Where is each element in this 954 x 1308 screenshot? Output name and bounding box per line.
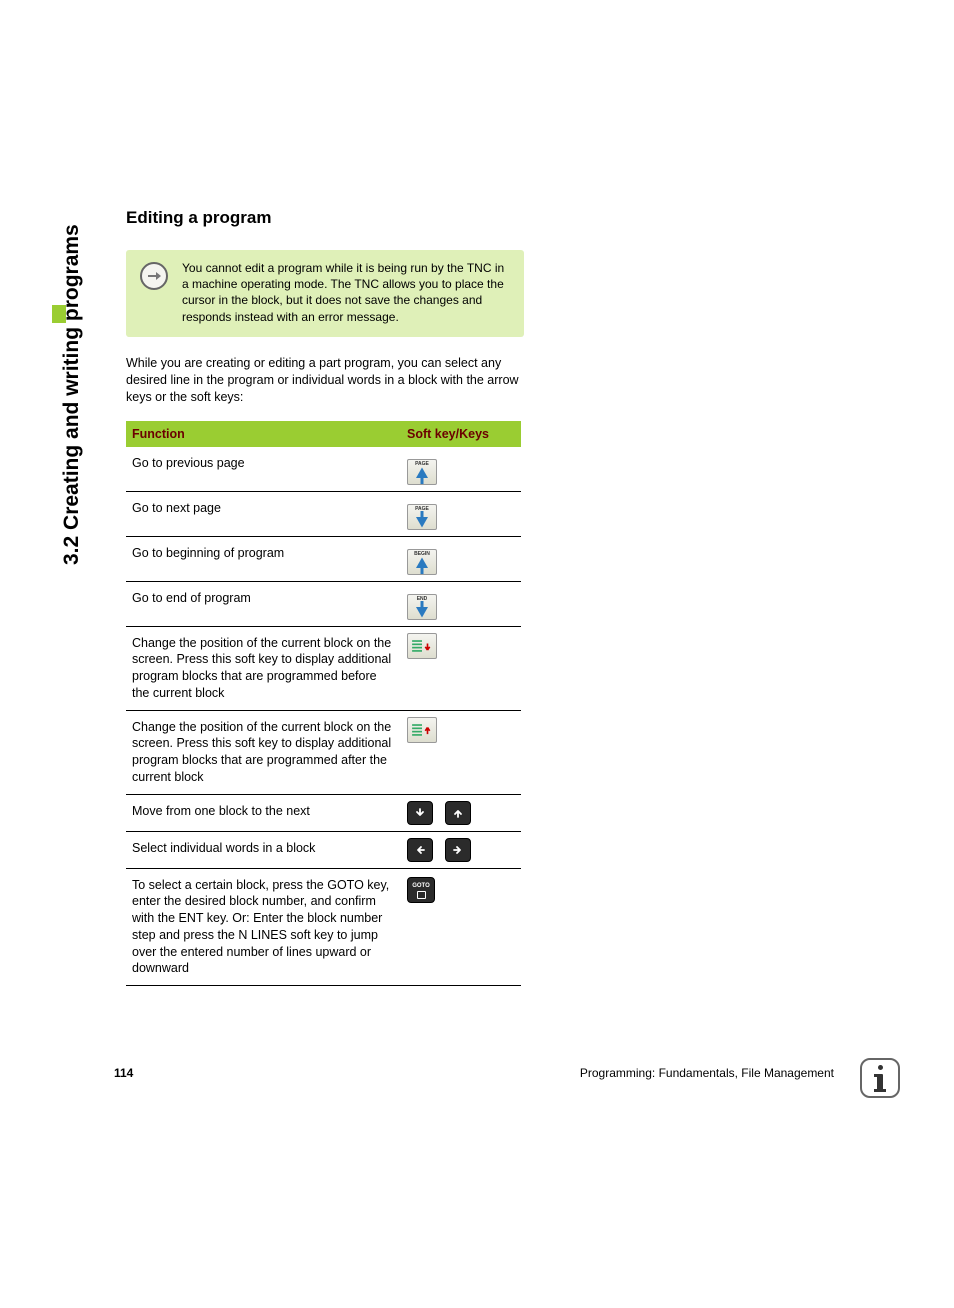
function-table: Function Soft key/Keys Go to previous pa…: [126, 421, 521, 987]
key-cell: GOTO: [401, 868, 521, 986]
table-row: Change the position of the current block…: [126, 710, 521, 794]
page-footer: 114 Programming: Fundamentals, File Mana…: [114, 1066, 834, 1080]
callout-text: You cannot edit a program while it is be…: [182, 260, 510, 325]
function-cell: Select individual words in a block: [126, 831, 401, 868]
hardkey-arrow-right: [445, 838, 471, 862]
arrow-right-circle-icon: [140, 262, 168, 290]
key-cell: END: [401, 581, 521, 626]
softkey-page: PAGE: [407, 459, 437, 485]
softkey-list-down: [407, 633, 437, 659]
col-function: Function: [126, 421, 401, 447]
softkey-end: END: [407, 594, 437, 620]
info-icon: [860, 1058, 900, 1098]
function-cell: To select a certain block, press the GOT…: [126, 868, 401, 986]
softkey-page: PAGE: [407, 504, 437, 530]
key-cell: [401, 710, 521, 794]
function-cell: Go to next page: [126, 491, 401, 536]
intro-paragraph: While you are creating or editing a part…: [126, 355, 521, 407]
side-tab: 3.2 Creating and writing programs: [52, 195, 94, 585]
hardkey-arrow-down: [407, 801, 433, 825]
side-tab-text: 3.2 Creating and writing programs: [60, 195, 84, 565]
key-cell: [401, 626, 521, 710]
page-number: 114: [114, 1066, 133, 1080]
table-row: Go to next pagePAGE: [126, 491, 521, 536]
chapter-title: Programming: Fundamentals, File Manageme…: [580, 1066, 834, 1080]
key-cell: PAGE: [401, 447, 521, 492]
function-cell: Change the position of the current block…: [126, 626, 401, 710]
key-cell: [401, 794, 521, 831]
note-callout: You cannot edit a program while it is be…: [126, 250, 524, 337]
function-cell: Change the position of the current block…: [126, 710, 401, 794]
table-row: Go to previous pagePAGE: [126, 447, 521, 492]
key-cell: BEGIN: [401, 536, 521, 581]
table-row: Go to end of programEND: [126, 581, 521, 626]
function-cell: Go to beginning of program: [126, 536, 401, 581]
table-row: To select a certain block, press the GOT…: [126, 868, 521, 986]
col-keys: Soft key/Keys: [401, 421, 521, 447]
softkey-list-up: [407, 717, 437, 743]
table-row: Select individual words in a block: [126, 831, 521, 868]
main-content: Editing a program You cannot edit a prog…: [126, 208, 526, 986]
hardkey-arrow-up: [445, 801, 471, 825]
key-cell: [401, 831, 521, 868]
table-row: Change the position of the current block…: [126, 626, 521, 710]
table-row: Go to beginning of programBEGIN: [126, 536, 521, 581]
section-heading: Editing a program: [126, 208, 526, 228]
hardkey-goto: GOTO: [407, 877, 435, 903]
function-cell: Move from one block to the next: [126, 794, 401, 831]
table-row: Move from one block to the next: [126, 794, 521, 831]
key-cell: PAGE: [401, 491, 521, 536]
function-cell: Go to previous page: [126, 447, 401, 492]
softkey-begin: BEGIN: [407, 549, 437, 575]
function-cell: Go to end of program: [126, 581, 401, 626]
hardkey-arrow-left: [407, 838, 433, 862]
